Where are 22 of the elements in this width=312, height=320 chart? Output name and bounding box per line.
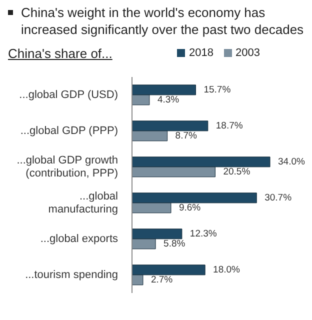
y-tick-label: ...global GDP (USD): [19, 89, 118, 101]
y-tick-label: ...tourism spending: [25, 269, 118, 281]
y-tick-label: ...global manufacturing: [48, 190, 118, 216]
legend-label: 2018: [189, 47, 214, 59]
data-label: 8.7%: [175, 130, 198, 142]
chart-subtitle: China's share of...: [8, 46, 112, 61]
data-label: 9.6%: [178, 202, 202, 214]
data-label: 15.7%: [204, 84, 232, 96]
data-label: 30.7%: [264, 192, 292, 204]
legend-label: 2003: [236, 47, 260, 59]
data-label: 18.0%: [213, 264, 241, 276]
data-label: 34.0%: [278, 156, 306, 168]
data-label: 5.8%: [164, 238, 186, 250]
y-tick-label: ...global exports: [40, 233, 118, 245]
data-label: 12.3%: [190, 228, 218, 240]
data-label: 18.7%: [216, 120, 244, 132]
data-label: 20.5%: [223, 166, 251, 178]
data-label: 2.7%: [150, 274, 174, 286]
y-tick-label: ...global GDP growth (contribution, PPP): [16, 154, 118, 180]
y-tick-label: ...global GDP (PPP): [20, 125, 118, 137]
data-label: 4.3%: [157, 94, 180, 106]
chart-title: China's weight in the world's economy has increased significantly over the past two decades: [21, 4, 305, 38]
